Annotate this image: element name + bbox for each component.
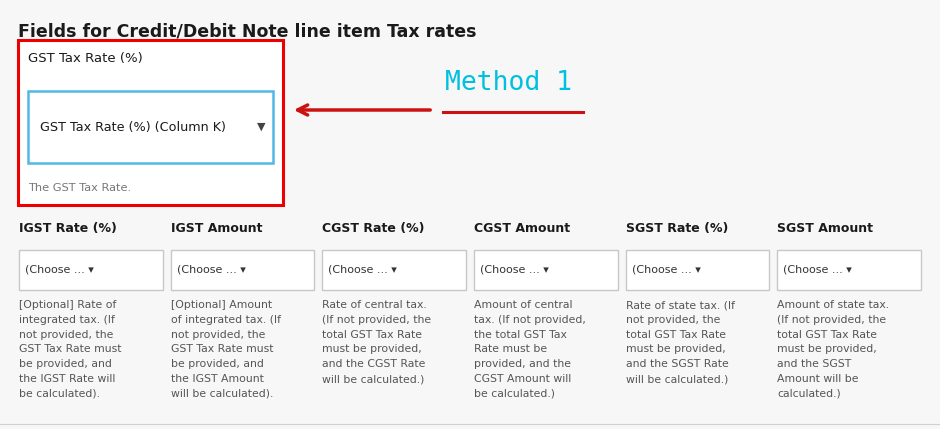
Text: IGST Amount: IGST Amount [171,222,262,235]
Text: SGST Amount: SGST Amount [777,222,873,235]
FancyBboxPatch shape [777,250,921,290]
Text: GST Tax Rate (%): GST Tax Rate (%) [28,52,143,65]
Text: Rate of state tax. (If
not provided, the
total GST Tax Rate
must be provided,
an: Rate of state tax. (If not provided, the… [626,300,735,384]
Text: Amount of central
tax. (If not provided,
the total GST Tax
Rate must be
provided: Amount of central tax. (If not provided,… [474,300,586,399]
Text: (Choose ... ▾: (Choose ... ▾ [783,265,853,275]
FancyBboxPatch shape [474,250,618,290]
Text: Amount of state tax.
(If not provided, the
total GST Tax Rate
must be provided,
: Amount of state tax. (If not provided, t… [777,300,889,399]
Text: (Choose ... ▾: (Choose ... ▾ [328,265,398,275]
Text: SGST Rate (%): SGST Rate (%) [626,222,728,235]
FancyBboxPatch shape [18,40,283,205]
Text: ▼: ▼ [257,122,265,132]
FancyBboxPatch shape [171,250,314,290]
FancyBboxPatch shape [322,250,466,290]
Text: (Choose ... ▾: (Choose ... ▾ [177,265,245,275]
Text: Rate of central tax.
(If not provided, the
total GST Tax Rate
must be provided,
: Rate of central tax. (If not provided, t… [322,300,431,384]
Text: (Choose ... ▾: (Choose ... ▾ [632,265,700,275]
Text: (Choose ... ▾: (Choose ... ▾ [480,265,549,275]
FancyBboxPatch shape [19,250,163,290]
Text: IGST Rate (%): IGST Rate (%) [19,222,117,235]
Text: Fields for Credit/Debit Note line item Tax rates: Fields for Credit/Debit Note line item T… [18,22,477,40]
Text: GST Tax Rate (%) (Column K): GST Tax Rate (%) (Column K) [40,121,226,133]
Text: CGST Amount: CGST Amount [474,222,571,235]
FancyBboxPatch shape [626,250,769,290]
Text: [Optional] Amount
of integrated tax. (If
not provided, the
GST Tax Rate must
be : [Optional] Amount of integrated tax. (If… [171,300,281,399]
Text: CGST Rate (%): CGST Rate (%) [322,222,425,235]
Text: [Optional] Rate of
integrated tax. (If
not provided, the
GST Tax Rate must
be pr: [Optional] Rate of integrated tax. (If n… [19,300,121,399]
Text: The GST Tax Rate.: The GST Tax Rate. [28,183,131,193]
FancyBboxPatch shape [28,91,273,163]
Text: (Choose ... ▾: (Choose ... ▾ [25,265,94,275]
Text: Method 1: Method 1 [445,70,572,96]
